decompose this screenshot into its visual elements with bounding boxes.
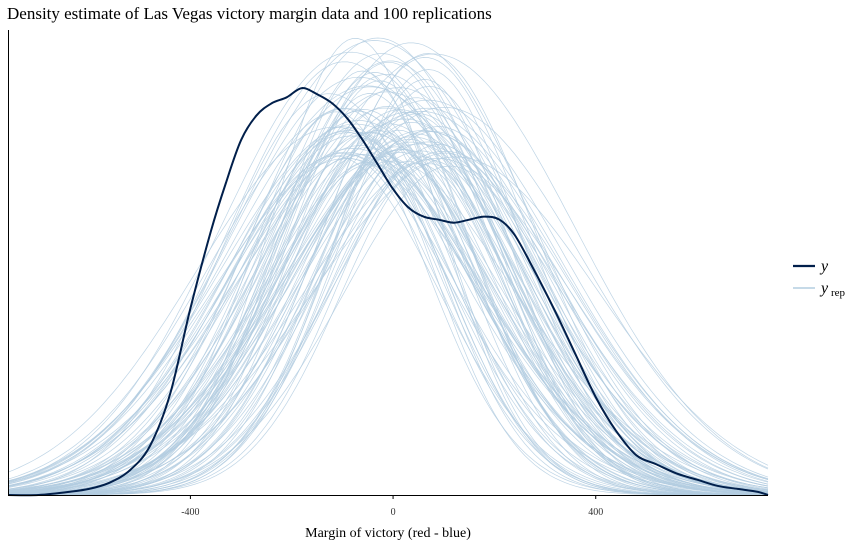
- yrep-density-line: [7, 160, 769, 493]
- x-tick-label: 0: [391, 507, 396, 518]
- yrep-density-line: [7, 53, 769, 491]
- yrep-lines: [7, 37, 769, 496]
- yrep-density-line: [8, 156, 768, 496]
- legend-yrep-label: y: [819, 280, 829, 297]
- yrep-density-line: [7, 155, 768, 496]
- yrep-density-line: [7, 156, 768, 496]
- chart-title: Density estimate of Las Vegas victory ma…: [7, 4, 492, 23]
- y-density-line: [7, 87, 769, 497]
- yrep-density-line: [7, 131, 769, 496]
- yrep-density-line: [7, 93, 769, 496]
- yrep-density-line: [8, 165, 769, 496]
- yrep-density-line: [7, 132, 769, 495]
- yrep-density-line: [7, 152, 769, 496]
- yrep-density-line: [7, 118, 769, 492]
- yrep-density-line: [7, 163, 768, 495]
- yrep-density-line: [8, 85, 769, 496]
- yrep-density-line: [8, 97, 768, 496]
- yrep-density-line: [7, 51, 769, 492]
- yrep-density-line: [7, 126, 769, 495]
- yrep-density-line: [7, 87, 769, 490]
- yrep-density-line: [7, 109, 768, 496]
- y-line-group: [7, 87, 769, 497]
- yrep-density-line: [7, 111, 769, 491]
- yrep-density-line: [7, 158, 769, 494]
- x-tick-label: 400: [588, 507, 603, 518]
- yrep-density-line: [8, 163, 769, 496]
- yrep-density-line: [7, 154, 769, 495]
- x-tick-label: -400: [181, 507, 199, 518]
- yrep-density-line: [7, 53, 769, 496]
- x-axis-title: Margin of victory (red - blue): [305, 526, 471, 541]
- yrep-density-line: [7, 145, 769, 494]
- yrep-density-line: [7, 131, 768, 496]
- yrep-density-line: [7, 150, 769, 496]
- yrep-density-line: [7, 131, 769, 494]
- yrep-density-line: [7, 42, 769, 494]
- legend-y-label: y: [819, 258, 829, 275]
- yrep-density-line: [8, 133, 769, 496]
- yrep-density-line: [7, 150, 769, 495]
- x-axis-ticks: -400 0 400: [181, 495, 603, 518]
- yrep-density-line: [7, 141, 769, 494]
- yrep-density-line: [7, 154, 769, 495]
- yrep-density-line: [7, 123, 769, 492]
- yrep-density-line: [7, 143, 769, 492]
- yrep-density-line: [7, 136, 769, 494]
- yrep-density-line: [8, 69, 769, 496]
- yrep-density-line: [7, 126, 769, 493]
- yrep-density-line: [7, 151, 769, 494]
- yrep-density-line: [7, 107, 769, 493]
- yrep-density-line: [7, 109, 769, 495]
- yrep-density-line: [7, 107, 768, 496]
- yrep-density-line: [7, 148, 769, 494]
- yrep-density-line: [7, 135, 769, 495]
- yrep-density-line: [7, 61, 768, 496]
- yrep-density-line: [7, 130, 769, 492]
- yrep-density-line: [8, 151, 769, 496]
- yrep-density-line: [7, 157, 769, 494]
- legend: y y rep: [793, 258, 846, 299]
- yrep-density-line: [8, 93, 768, 496]
- yrep-density-line: [8, 38, 768, 496]
- yrep-density-line: [7, 152, 769, 495]
- yrep-density-line: [8, 138, 769, 496]
- yrep-density-line: [7, 37, 769, 493]
- legend-yrep-subscript: rep: [831, 287, 846, 299]
